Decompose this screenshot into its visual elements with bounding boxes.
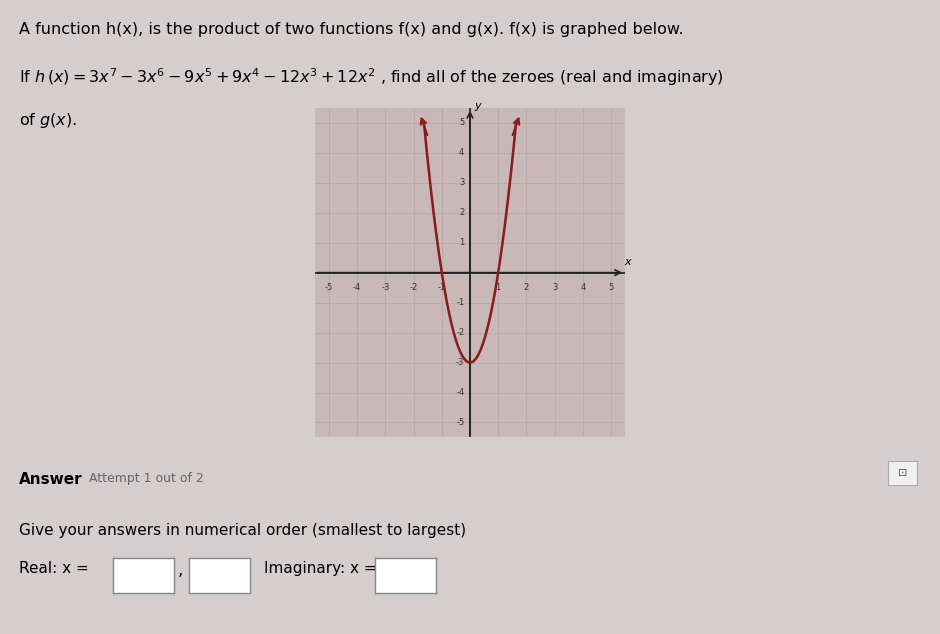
Text: -4: -4 <box>353 283 361 292</box>
Text: 1: 1 <box>459 238 464 247</box>
Text: 2: 2 <box>524 283 529 292</box>
Text: -3: -3 <box>456 358 464 367</box>
Text: Real: x =: Real: x = <box>19 561 88 576</box>
Text: -2: -2 <box>410 283 417 292</box>
Text: Answer: Answer <box>19 472 83 488</box>
Text: Imaginary: x =: Imaginary: x = <box>264 561 377 576</box>
Text: -3: -3 <box>382 283 389 292</box>
Text: -1: -1 <box>456 298 464 307</box>
Text: If $h\,(x) = 3x^7 - 3x^6 - 9x^5 + 9x^4 - 12x^3 + 12x^2$ , find all of the zeroes: If $h\,(x) = 3x^7 - 3x^6 - 9x^5 + 9x^4 -… <box>19 67 724 88</box>
Text: 3: 3 <box>459 178 464 187</box>
Text: -4: -4 <box>456 388 464 397</box>
Text: Give your answers in numerical order (smallest to largest): Give your answers in numerical order (sm… <box>19 523 466 538</box>
Text: 4: 4 <box>459 148 464 157</box>
Text: y: y <box>475 101 481 112</box>
Text: 2: 2 <box>459 208 464 217</box>
Text: 5: 5 <box>459 119 464 127</box>
Text: of $g(x)$.: of $g(x)$. <box>19 111 77 130</box>
Text: 3: 3 <box>552 283 557 292</box>
Text: x: x <box>624 257 632 267</box>
Text: Attempt 1 out of 2: Attempt 1 out of 2 <box>89 472 204 486</box>
Text: 1: 1 <box>495 283 501 292</box>
Text: -2: -2 <box>456 328 464 337</box>
Text: ,: , <box>178 561 183 579</box>
Text: -5: -5 <box>325 283 333 292</box>
Text: -5: -5 <box>456 418 464 427</box>
Text: A function h(x), is the product of two functions f(x) and g(x). f(x) is graphed : A function h(x), is the product of two f… <box>19 22 683 37</box>
Text: 4: 4 <box>580 283 586 292</box>
Text: 5: 5 <box>608 283 614 292</box>
Text: ⊡: ⊡ <box>898 468 907 478</box>
Text: -1: -1 <box>438 283 446 292</box>
